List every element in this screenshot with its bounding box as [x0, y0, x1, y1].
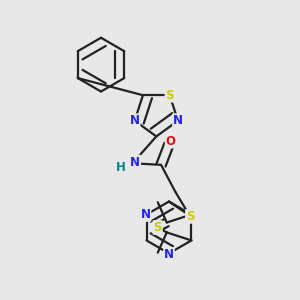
Text: S: S — [166, 89, 174, 102]
Text: H: H — [116, 160, 125, 174]
Text: N: N — [141, 208, 151, 221]
Text: N: N — [173, 114, 183, 127]
Text: N: N — [130, 114, 140, 127]
Text: N: N — [130, 155, 140, 169]
Text: S: S — [153, 221, 162, 234]
Text: N: N — [164, 248, 174, 261]
Text: S: S — [186, 210, 194, 223]
Text: O: O — [166, 135, 176, 148]
